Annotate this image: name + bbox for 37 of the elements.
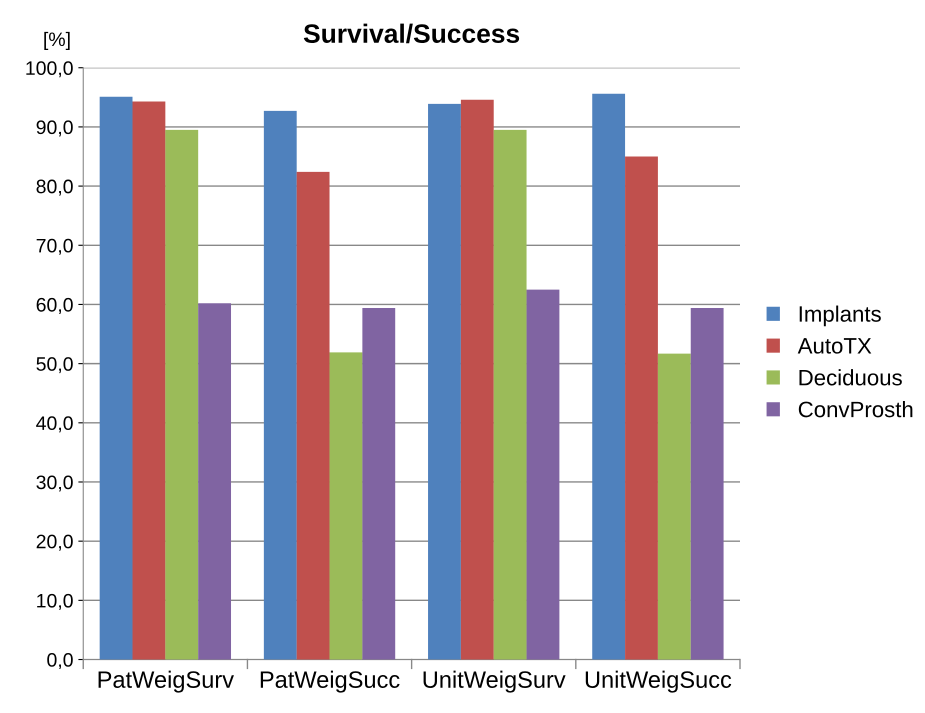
bar [296,172,330,660]
bar [264,110,297,660]
y-tick-label: 20,0 [36,534,73,551]
bar [592,94,626,660]
chart-title: Survival/Success [304,24,520,44]
y-tick-label: 30,0 [36,475,73,492]
bar [460,100,494,660]
x-tick-label: UnitWeigSurv [424,670,566,693]
legend-label: Deciduous [800,369,902,386]
y-axis-title: [%] [44,32,70,50]
bar [494,130,527,660]
bar [526,290,560,660]
legend-label: ConvProsth [798,401,912,418]
y-tick-label: 90,0 [36,120,73,136]
bar [198,303,232,660]
y-tick-label: 10,0 [37,594,73,610]
bar [658,354,691,660]
bar [690,308,724,660]
y-tick-label: 70,0 [36,238,73,255]
bar [165,130,198,660]
bar [428,104,461,660]
y-tick-label: 80,0 [36,180,73,196]
y-tick-label: 100,0 [26,61,73,78]
x-tick-label: PatWeigSucc [260,670,400,693]
legend-label: AutoTX [798,338,872,354]
y-tick-label: 40,0 [36,416,73,432]
x-tick-label: PatWeigSurv [98,670,234,693]
bar [362,308,396,660]
legend-label: Implants [800,306,881,326]
y-tick-label: 50,0 [36,357,73,374]
y-tick-label: 60,0 [36,298,73,314]
bar [100,96,133,660]
x-tick-label: UnitWeigSucc [586,670,732,693]
bar [132,101,166,660]
bar [330,352,362,660]
bar [625,156,658,660]
y-tick-label: 0,0 [47,652,73,670]
